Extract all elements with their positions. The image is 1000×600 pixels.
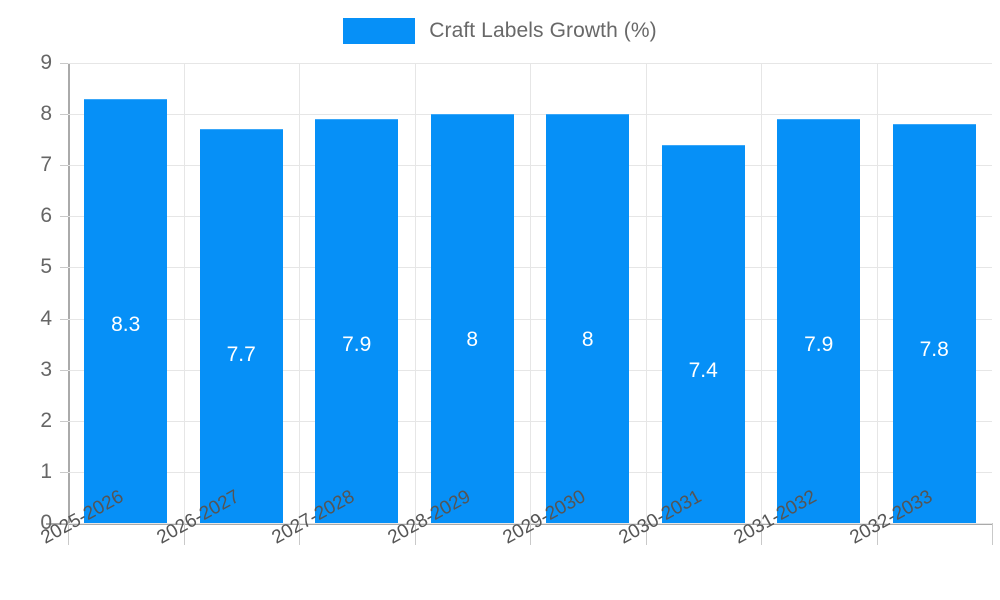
bar-value-label: 7.4 (688, 358, 718, 382)
gridline-vertical (761, 63, 762, 523)
y-axis-tick (60, 420, 68, 422)
y-axis-label: 8 (40, 102, 52, 126)
legend-entry-craft-labels-growth[interactable]: Craft Labels Growth (%) (343, 18, 657, 44)
y-axis-label: 4 (40, 306, 52, 330)
bar-value-label: 8.3 (111, 312, 141, 336)
y-axis-tick (60, 471, 68, 473)
bar[interactable] (199, 129, 283, 523)
legend-label: Craft Labels Growth (%) (429, 19, 657, 42)
bar-value-label: 8 (581, 328, 594, 352)
gridline-vertical (414, 63, 416, 523)
plot-area: 8.3 7.7 7.9 8 8 7.4 7.9 7.8 (68, 63, 992, 524)
y-axis-tick (60, 267, 68, 269)
bar[interactable] (430, 114, 514, 523)
y-axis-tick (60, 216, 68, 218)
y-axis-tick (60, 114, 68, 116)
x-axis-tick (761, 523, 762, 545)
bar-value-label: 7.9 (804, 333, 834, 357)
x-axis-tick (645, 523, 647, 545)
bar[interactable] (84, 98, 168, 523)
gridline-vertical (299, 63, 300, 523)
bar[interactable] (661, 144, 745, 523)
gridline-vertical (876, 63, 878, 523)
chart-legend: Craft Labels Growth (%) (0, 14, 1000, 48)
bar[interactable] (546, 114, 630, 523)
y-axis-tick (60, 63, 68, 64)
x-axis-tick (299, 523, 300, 545)
y-axis-label: 6 (40, 204, 52, 228)
y-axis-line (68, 63, 70, 524)
gridline-vertical (645, 63, 647, 523)
y-axis-label: 0 (40, 511, 52, 534)
gridline-vertical (183, 63, 185, 523)
y-axis-label: 3 (40, 357, 52, 381)
x-axis-tick (414, 523, 416, 545)
bar[interactable] (777, 119, 861, 523)
y-axis-tick (60, 369, 68, 371)
y-axis-label: 1 (40, 459, 52, 483)
bar[interactable] (892, 124, 976, 523)
x-axis-tick (876, 523, 878, 545)
bar-value-label: 7.7 (226, 343, 256, 367)
gridline-vertical (530, 63, 531, 523)
x-axis-tick (992, 523, 993, 545)
bar-value-label: 7.9 (342, 333, 372, 357)
y-axis-label: 7 (40, 153, 52, 177)
x-axis-line (46, 523, 993, 525)
x-axis-tick (183, 523, 185, 545)
legend-color-swatch (343, 18, 416, 44)
y-axis-tick (60, 165, 68, 167)
x-axis-tick (530, 523, 531, 545)
y-axis-label: 9 (40, 51, 52, 74)
y-axis-label: 5 (40, 255, 52, 279)
y-axis-tick (60, 318, 68, 320)
y-axis-label: 2 (40, 408, 52, 432)
y-axis-tick (60, 523, 68, 524)
x-axis-tick (68, 523, 69, 545)
bar-value-label: 7.8 (919, 338, 949, 362)
bar-value-label: 8 (466, 328, 479, 352)
bar[interactable] (315, 119, 399, 523)
